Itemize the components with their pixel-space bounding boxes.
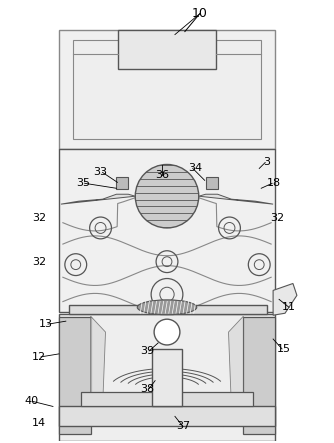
Bar bbox=[81, 392, 253, 406]
Bar bbox=[59, 317, 91, 434]
Bar bbox=[59, 30, 275, 148]
Bar bbox=[59, 314, 275, 441]
Text: 39: 39 bbox=[140, 346, 154, 356]
Circle shape bbox=[154, 319, 180, 345]
Bar bbox=[119, 30, 215, 69]
Bar bbox=[117, 177, 128, 189]
Bar bbox=[59, 148, 275, 312]
Bar bbox=[69, 305, 267, 314]
Text: 37: 37 bbox=[176, 421, 190, 431]
Polygon shape bbox=[61, 194, 135, 204]
Text: 33: 33 bbox=[94, 167, 108, 177]
Text: 32: 32 bbox=[32, 256, 46, 267]
Polygon shape bbox=[273, 284, 297, 315]
Polygon shape bbox=[91, 316, 106, 413]
Text: 3: 3 bbox=[264, 158, 271, 167]
Polygon shape bbox=[199, 194, 273, 204]
Text: 40: 40 bbox=[24, 396, 38, 407]
Text: 10: 10 bbox=[192, 7, 208, 20]
Bar bbox=[59, 406, 275, 426]
Text: 35: 35 bbox=[76, 179, 90, 188]
Text: 18: 18 bbox=[267, 179, 281, 188]
Text: 36: 36 bbox=[155, 171, 169, 180]
Circle shape bbox=[135, 164, 199, 228]
Text: 15: 15 bbox=[277, 344, 291, 354]
Text: 14: 14 bbox=[32, 418, 46, 428]
Bar bbox=[243, 317, 275, 434]
Bar bbox=[152, 349, 182, 406]
Text: 32: 32 bbox=[270, 213, 284, 223]
Text: 38: 38 bbox=[140, 384, 154, 393]
Text: 12: 12 bbox=[32, 352, 46, 362]
Text: 34: 34 bbox=[188, 163, 202, 174]
Text: 11: 11 bbox=[282, 302, 296, 312]
Text: 13: 13 bbox=[39, 319, 53, 329]
Bar bbox=[206, 177, 217, 189]
Bar bbox=[73, 39, 261, 139]
Text: 32: 32 bbox=[32, 213, 46, 223]
Polygon shape bbox=[228, 316, 243, 413]
Ellipse shape bbox=[137, 300, 197, 315]
